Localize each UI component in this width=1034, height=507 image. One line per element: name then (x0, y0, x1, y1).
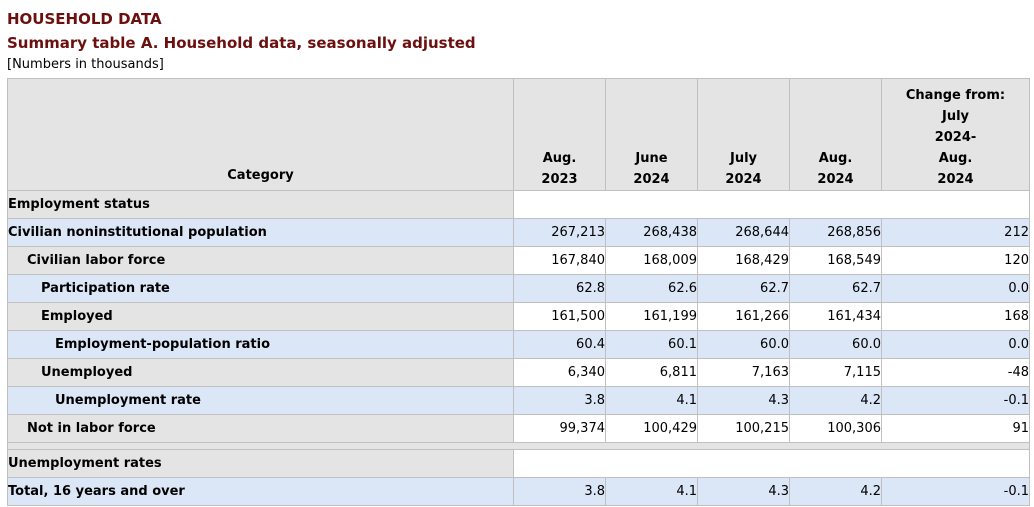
cell-value: 168,009 (605, 246, 698, 275)
cell-value: -0.1 (881, 477, 1030, 506)
page-title: HOUSEHOLD DATA (7, 10, 162, 28)
cell-value: 212 (881, 218, 1030, 247)
cell-value: 91 (881, 414, 1030, 443)
cell-value: 100,215 (697, 414, 790, 443)
cell-value: 6,340 (513, 358, 606, 387)
cell-value: 100,429 (605, 414, 698, 443)
row-label: Not in labor force (7, 414, 514, 443)
column-header-line: June (635, 151, 668, 166)
cell-value: 167,840 (513, 246, 606, 275)
table-row: Unemployed 6,340 6,811 7,163 7,115 -48 (7, 358, 1030, 387)
column-header-line: 2024- (934, 130, 977, 145)
cell-value: 60.0 (789, 330, 882, 359)
column-header-change: Change from: July 2024- Aug. 2024 (881, 78, 1030, 191)
cell-value: 161,266 (697, 302, 790, 331)
cell-value: 161,199 (605, 302, 698, 331)
column-header-july-2024: July 2024 (697, 78, 790, 191)
cell-value: 3.8 (513, 386, 606, 415)
column-header-line: 2023 (541, 172, 578, 187)
row-label: Civilian labor force (7, 246, 514, 275)
cell-value: 60.0 (697, 330, 790, 359)
row-label: Civilian noninstitutional population (7, 218, 514, 247)
cell-value: 267,213 (513, 218, 606, 247)
table-row: Civilian noninstitutional population 267… (7, 218, 1030, 247)
table-row: Participation rate 62.8 62.6 62.7 62.7 0… (7, 274, 1030, 303)
household-data-table: Category Aug. 2023 June 2024 July 2024 A… (7, 78, 1030, 506)
row-label: Employed (7, 302, 514, 331)
cell-value: 4.3 (697, 386, 790, 415)
cell-value: 60.1 (605, 330, 698, 359)
column-header-line: Aug. (818, 151, 853, 166)
section-row-unemployment-rates: Unemployment rates (7, 449, 1030, 478)
row-label: Total, 16 years and over (7, 477, 514, 506)
column-header-line: 2024 (937, 172, 974, 187)
row-label: Unemployed (7, 358, 514, 387)
cell-value: 161,500 (513, 302, 606, 331)
column-header-aug-2024: Aug. 2024 (789, 78, 882, 191)
cell-value: 4.2 (789, 386, 882, 415)
column-header-line: Aug. (938, 151, 973, 166)
column-header-june-2024: June 2024 (605, 78, 698, 191)
column-header-aug-2023: Aug. 2023 (513, 78, 606, 191)
table-row: Employment-population ratio 60.4 60.1 60… (7, 330, 1030, 359)
column-header-category: Category (7, 78, 514, 191)
column-header-line: 2024 (633, 172, 670, 187)
table-row: Not in labor force 99,374 100,429 100,21… (7, 414, 1030, 443)
cell-value: 268,644 (697, 218, 790, 247)
units-note: [Numbers in thousands] (7, 57, 164, 72)
cell-value: 100,306 (789, 414, 882, 443)
row-label: Unemployment rate (7, 386, 514, 415)
cell-value: 168,429 (697, 246, 790, 275)
column-header-line: Aug. (542, 151, 577, 166)
table-row: Total, 16 years and over 3.8 4.1 4.3 4.2… (7, 477, 1030, 506)
cell-value: 4.1 (605, 477, 698, 506)
cell-value: 0.0 (881, 330, 1030, 359)
table-row: Unemployment rate 3.8 4.1 4.3 4.2 -0.1 (7, 386, 1030, 415)
cell-value: 161,434 (789, 302, 882, 331)
cell-value: -48 (881, 358, 1030, 387)
cell-value: 62.6 (605, 274, 698, 303)
section-label: Unemployment rates (7, 449, 514, 478)
cell-value: 4.1 (605, 386, 698, 415)
cell-value: 3.8 (513, 477, 606, 506)
cell-value: 60.4 (513, 330, 606, 359)
cell-value: 7,115 (789, 358, 882, 387)
column-header-line: 2024 (817, 172, 854, 187)
section-row-employment-status: Employment status (7, 190, 1030, 219)
cell-value: 268,856 (789, 218, 882, 247)
table-header-row: Category Aug. 2023 June 2024 July 2024 A… (7, 78, 1030, 191)
cell-value: 99,374 (513, 414, 606, 443)
cell-value: 168,549 (789, 246, 882, 275)
cell-value: 62.7 (789, 274, 882, 303)
spacer-row (7, 442, 1030, 450)
cell-value: 4.3 (697, 477, 790, 506)
cell-value: 168 (881, 302, 1030, 331)
table-row: Civilian labor force 167,840 168,009 168… (7, 246, 1030, 275)
cell-value: -0.1 (881, 386, 1030, 415)
cell-value: 268,438 (605, 218, 698, 247)
cell-value: 0.0 (881, 274, 1030, 303)
cell-value: 7,163 (697, 358, 790, 387)
table-row: Employed 161,500 161,199 161,266 161,434… (7, 302, 1030, 331)
section-label: Employment status (7, 190, 514, 219)
column-header-line: July (941, 109, 970, 124)
cell-value: 6,811 (605, 358, 698, 387)
column-header-line: Change from: (905, 88, 1006, 103)
column-header-line: 2024 (725, 172, 762, 187)
table-title: Summary table A. Household data, seasona… (7, 34, 476, 52)
row-label: Participation rate (7, 274, 514, 303)
row-label: Employment-population ratio (7, 330, 514, 359)
column-header-line: July (729, 151, 758, 166)
cell-value: 62.8 (513, 274, 606, 303)
cell-value: 4.2 (789, 477, 882, 506)
cell-value: 120 (881, 246, 1030, 275)
cell-value: 62.7 (697, 274, 790, 303)
